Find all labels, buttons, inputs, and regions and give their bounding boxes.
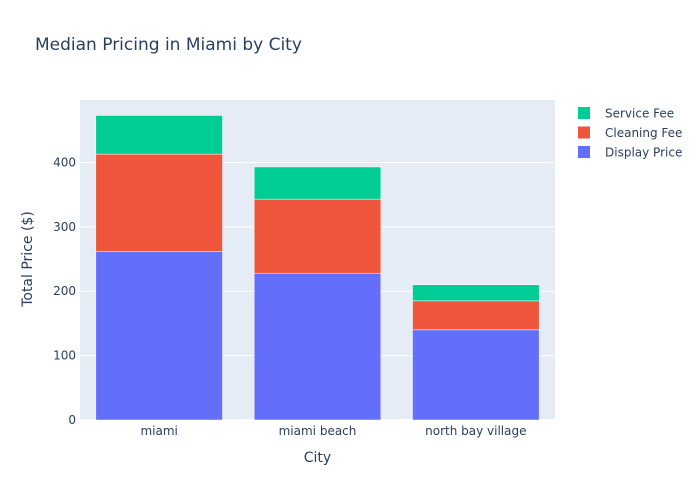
y-axis-title: Total Price ($) [20, 211, 36, 308]
bar-cleaning-fee[interactable] [412, 300, 540, 331]
legend-item[interactable]: Cleaning Fee [578, 126, 682, 140]
chart-title: Median Pricing in Miami by City [35, 35, 302, 55]
y-tick-label: 0 [68, 413, 76, 427]
bar-service-fee[interactable] [412, 284, 540, 302]
y-axis-ticks: 0 100 200 300 400 [53, 155, 76, 427]
x-axis-ticks: miami miami beach north bay village [140, 424, 526, 438]
legend-item[interactable]: Display Price [578, 146, 682, 160]
bars [95, 115, 540, 421]
bar-display-price[interactable] [412, 329, 540, 421]
y-tick-label: 300 [53, 220, 76, 234]
legend-label: Display Price [605, 146, 682, 160]
y-tick-label: 400 [53, 155, 76, 169]
bar-service-fee[interactable] [253, 166, 382, 200]
y-tick-label: 100 [53, 349, 76, 363]
legend-label: Service Fee [605, 107, 674, 121]
y-tick-label: 200 [53, 284, 76, 298]
bar-service-fee[interactable] [95, 115, 223, 155]
x-axis-title: City [304, 450, 331, 466]
bar-display-price[interactable] [95, 251, 223, 421]
bar-cleaning-fee[interactable] [95, 153, 223, 252]
x-tick-label: miami [140, 424, 177, 438]
legend: Service Fee Cleaning Fee Display Price [578, 107, 682, 160]
bar-cleaning-fee[interactable] [253, 198, 382, 274]
legend-swatch [578, 126, 590, 139]
legend-label: Cleaning Fee [605, 126, 682, 140]
bar-display-price[interactable] [253, 272, 382, 421]
legend-swatch [578, 146, 590, 158]
legend-item[interactable]: Service Fee [578, 107, 674, 121]
x-tick-label: miami beach [279, 424, 357, 438]
x-tick-label: north bay village [425, 424, 526, 438]
legend-swatch [578, 107, 590, 119]
